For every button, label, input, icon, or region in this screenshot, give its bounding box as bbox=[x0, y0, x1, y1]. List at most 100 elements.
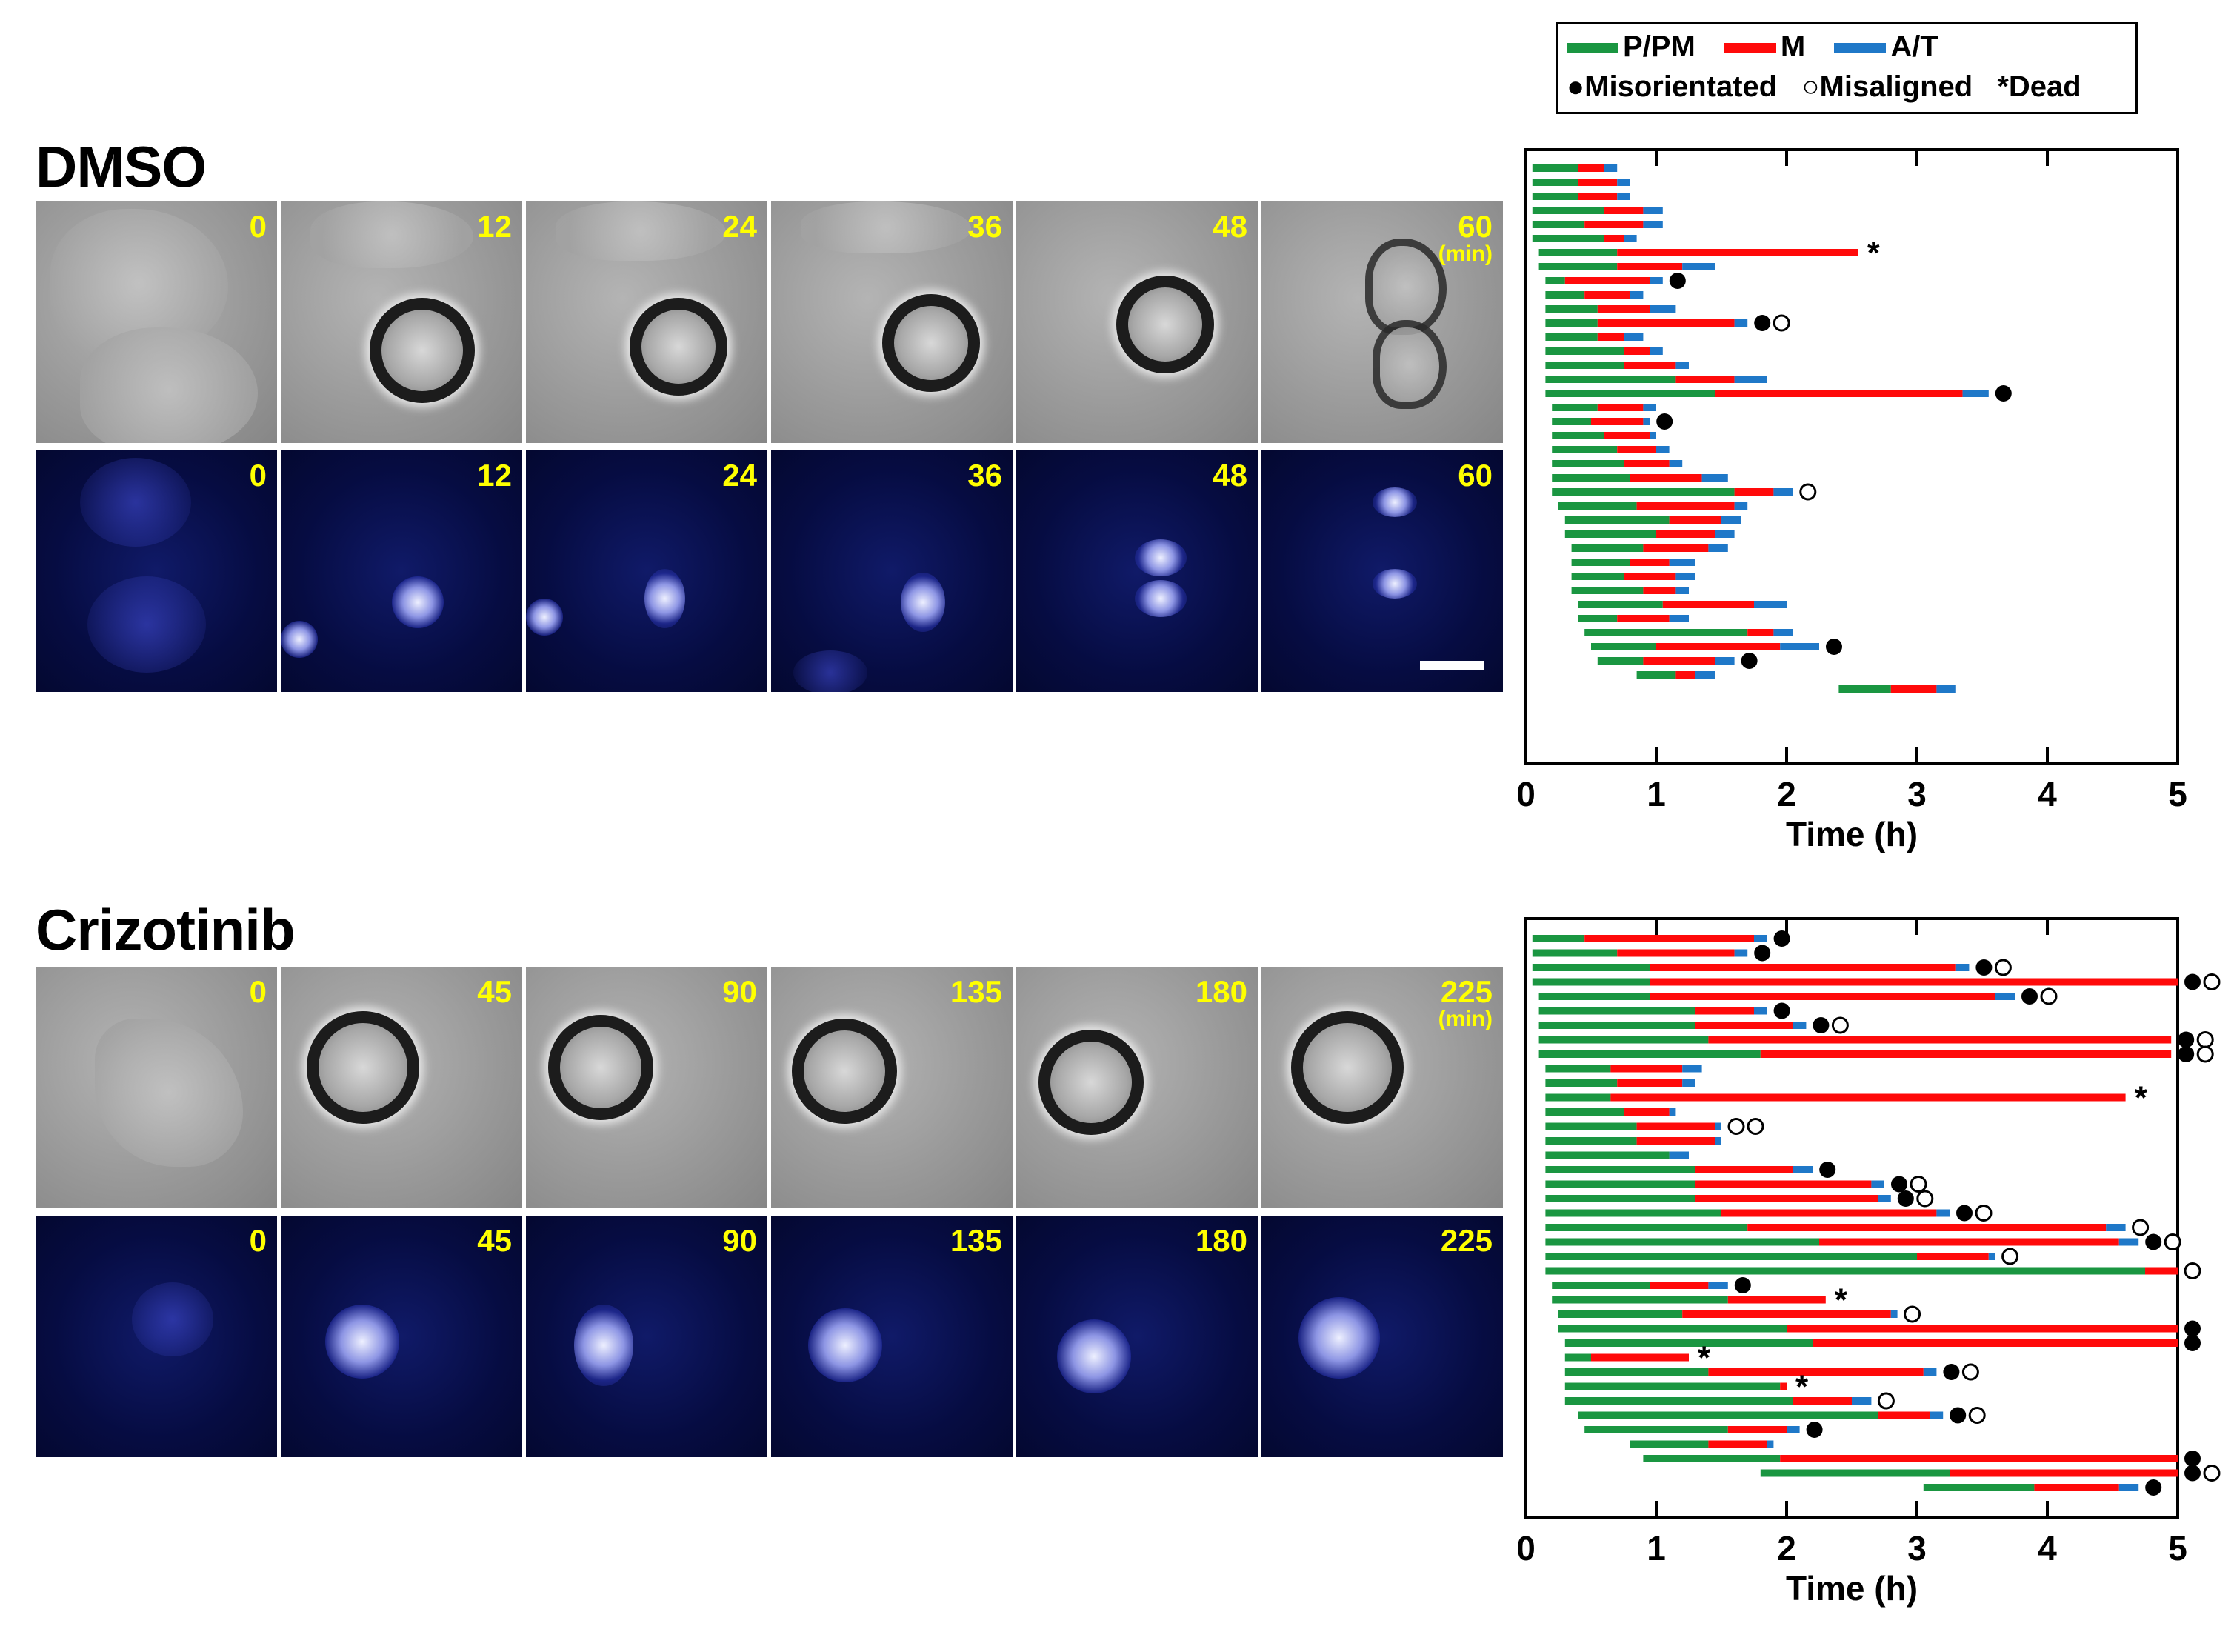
bar-segment-m bbox=[1617, 1079, 1683, 1087]
bar-segment-ppm bbox=[1578, 601, 1663, 608]
bar-segment-at bbox=[1721, 516, 1741, 524]
cell-timeline-row bbox=[1545, 1190, 1934, 1208]
misorientated-marker bbox=[2184, 1320, 2201, 1337]
bar-segment-ppm bbox=[1545, 1224, 1748, 1231]
chromosome-image bbox=[1135, 580, 1187, 617]
cell-timeline-row bbox=[1538, 263, 1715, 270]
misorientated-marker bbox=[1819, 1162, 1836, 1178]
bar-segment-at bbox=[1630, 291, 1644, 299]
misaligned-marker bbox=[1799, 483, 1817, 501]
bar-segment-m bbox=[1890, 685, 1937, 693]
bar-segment-at bbox=[1780, 643, 1819, 650]
cell-timeline-row bbox=[1545, 1205, 1993, 1222]
cell-timeline-row bbox=[1545, 1151, 1689, 1159]
bar-segment-m bbox=[1695, 1022, 1793, 1029]
cell-timeline-row bbox=[1558, 1305, 1921, 1323]
plot-frame bbox=[1524, 148, 2179, 765]
misorientated-marker bbox=[1773, 930, 1790, 947]
timeline-chart-dmso: 0 1 2 3 4 5 Time (h) * bbox=[1516, 148, 2187, 853]
bar-segment-ppm bbox=[1532, 221, 1585, 228]
legend-swatch-m bbox=[1724, 43, 1776, 54]
time-unit-label: (min) bbox=[1438, 1007, 1493, 1031]
neighbor-cell-image bbox=[310, 201, 473, 268]
timepoint-label: 48 bbox=[1213, 209, 1247, 244]
bar-segment-at bbox=[1955, 964, 1970, 971]
bar-segment-at bbox=[1962, 390, 1989, 397]
mitotic-cell-image bbox=[370, 298, 475, 403]
fluorescence-frame-1: 45 bbox=[281, 1216, 522, 1457]
fluorescence-frame-5: 60 bbox=[1261, 450, 1503, 692]
cell-timeline-row bbox=[1552, 483, 1817, 501]
legend-swatch-at bbox=[1834, 43, 1887, 54]
fluorescence-frame-0: 0 bbox=[36, 450, 277, 692]
bar-segment-ppm bbox=[1538, 263, 1618, 270]
bar-segment-at bbox=[1669, 1108, 1676, 1116]
bar-segment-ppm bbox=[1571, 573, 1624, 580]
bar-segment-ppm bbox=[1545, 1209, 1721, 1217]
timepoint-label: 0 bbox=[249, 974, 267, 1009]
bar-segment-m bbox=[1624, 460, 1670, 467]
bar-segment-m bbox=[1636, 502, 1735, 510]
cell-timeline-row bbox=[1545, 1108, 1676, 1116]
bar-segment-m bbox=[1564, 277, 1650, 284]
cell-timeline-row bbox=[1545, 305, 1676, 313]
bar-segment-m bbox=[1676, 376, 1735, 383]
misorientated-marker bbox=[1813, 1017, 1830, 1033]
cell-timeline-row bbox=[1571, 559, 1695, 566]
cell-timeline-row bbox=[1532, 164, 1618, 172]
bar-segment-m bbox=[1878, 1411, 1930, 1419]
bar-segment-at bbox=[1604, 164, 1618, 172]
bar-segment-m bbox=[1584, 221, 1644, 228]
bar-segment-m bbox=[1950, 1469, 2178, 1477]
x-tick-label: 4 bbox=[2038, 1529, 2057, 1568]
bar-segment-at bbox=[1734, 949, 1748, 957]
cell-timeline-row bbox=[1545, 347, 1663, 355]
timepoint-value: 225 bbox=[1440, 974, 1493, 1009]
bar-segment-ppm bbox=[1545, 1093, 1611, 1102]
bar-segment-m bbox=[1727, 1296, 1826, 1304]
bar-segment-at bbox=[1676, 573, 1695, 580]
bar-segment-at bbox=[1650, 305, 1676, 313]
cell-timeline-row bbox=[1552, 446, 1670, 453]
timeline-chart-crizotinib: 0 1 2 3 4 5 Time (h) * * * * bbox=[1516, 917, 2221, 1608]
misaligned-marker bbox=[2203, 973, 2221, 990]
bar-segment-ppm bbox=[1552, 418, 1591, 425]
timepoint-label: 180 bbox=[1195, 1223, 1247, 1258]
bar-segment-m bbox=[1643, 657, 1715, 665]
bar-segment-m bbox=[1617, 249, 1858, 256]
bar-segment-at bbox=[1773, 629, 1793, 636]
mitotic-cell-image bbox=[630, 298, 727, 396]
misorientated-marker bbox=[1773, 1002, 1790, 1019]
timepoint-label: 90 bbox=[722, 974, 757, 1009]
bar-segment-ppm bbox=[1545, 1180, 1695, 1188]
brightfield-frame-4: 48 bbox=[1016, 201, 1258, 443]
cell-timeline-row bbox=[1584, 1422, 1823, 1438]
bar-segment-at bbox=[1701, 474, 1728, 482]
legend-markers-row: ●Misorientated ○Misaligned *Dead bbox=[1567, 70, 2081, 104]
misaligned-marker bbox=[2164, 1233, 2181, 1250]
bar-segment-at bbox=[1650, 347, 1663, 355]
bar-segment-at bbox=[1669, 559, 1695, 566]
dead-marker: * bbox=[1795, 1369, 1809, 1405]
chromosome-image bbox=[392, 576, 444, 628]
cell-timeline-row bbox=[1532, 179, 1630, 186]
bar-segment-m bbox=[2034, 1484, 2119, 1491]
legend-phases-row: P/PM M A/T bbox=[1567, 30, 1959, 64]
bar-segment-ppm bbox=[1558, 1310, 1683, 1318]
bar-segment-at bbox=[1656, 446, 1670, 453]
timepoint-label: 24 bbox=[722, 458, 757, 493]
bar-segment-at bbox=[1682, 1065, 1702, 1073]
bar-segment-at bbox=[1708, 1282, 1728, 1289]
misaligned-marker bbox=[2196, 1031, 2214, 1048]
cell-timeline-row bbox=[1532, 945, 1771, 962]
cell-timeline-row bbox=[1532, 207, 1663, 214]
bar-segment-ppm bbox=[1545, 319, 1598, 327]
bar-segment-ppm bbox=[1538, 1050, 1761, 1058]
misorientated-marker bbox=[2178, 1046, 2195, 1062]
bar-segment-m bbox=[1695, 1180, 1872, 1188]
bar-segment-ppm bbox=[1552, 1296, 1728, 1304]
image-grid-dmso: 0 12 24 36 48 60 (min) 0 12 24 bbox=[36, 201, 1503, 692]
cell-timeline-row bbox=[1545, 1137, 1721, 1145]
bar-segment-ppm bbox=[1584, 629, 1748, 636]
misaligned-marker bbox=[1877, 1392, 1895, 1410]
